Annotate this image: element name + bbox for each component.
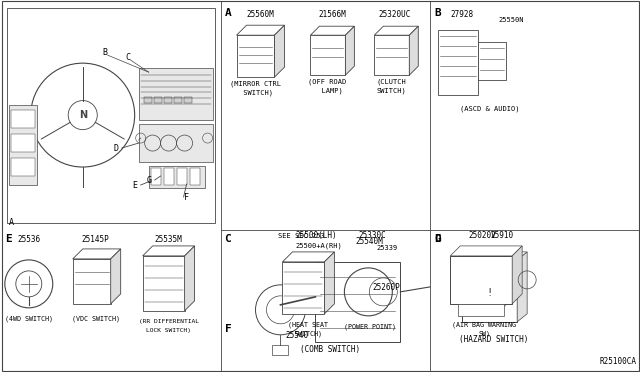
Text: (MIRROR CTRL: (MIRROR CTRL <box>230 80 281 87</box>
Text: D: D <box>435 234 441 244</box>
Polygon shape <box>282 252 335 262</box>
Polygon shape <box>462 252 527 260</box>
Bar <box>11 134 35 152</box>
Text: E: E <box>132 180 137 189</box>
Bar <box>73 259 111 304</box>
Text: 25020V: 25020V <box>468 231 496 240</box>
Polygon shape <box>73 249 121 259</box>
Text: F: F <box>184 193 189 202</box>
Text: (AIR BAG WARNING: (AIR BAG WARNING <box>452 322 516 328</box>
Text: D: D <box>113 144 118 153</box>
Text: LOCK SWITCH): LOCK SWITCH) <box>146 328 191 333</box>
Bar <box>11 158 35 176</box>
Bar <box>462 260 517 322</box>
Bar <box>9 105 36 185</box>
Polygon shape <box>310 26 355 35</box>
Text: (HEAT SEAT: (HEAT SEAT <box>289 322 328 328</box>
Bar <box>374 35 410 75</box>
Text: 25339: 25339 <box>376 245 397 251</box>
Bar <box>164 168 173 185</box>
Bar <box>189 168 200 185</box>
Bar <box>458 304 504 316</box>
Text: 25535M: 25535M <box>155 235 182 244</box>
Polygon shape <box>346 26 355 75</box>
Text: 25145P: 25145P <box>82 235 109 244</box>
Text: G: G <box>435 234 441 244</box>
Bar <box>143 97 152 103</box>
Polygon shape <box>374 26 419 35</box>
Text: E: E <box>5 234 12 244</box>
Text: 25910: 25910 <box>490 231 513 240</box>
Polygon shape <box>275 25 284 77</box>
Polygon shape <box>451 246 522 256</box>
Text: 25320UC: 25320UC <box>378 10 411 19</box>
Text: (VDC SWITCH): (VDC SWITCH) <box>72 316 120 322</box>
Text: R25100CA: R25100CA <box>599 357 636 366</box>
Text: (HAZARD SWITCH): (HAZARD SWITCH) <box>458 335 528 344</box>
Bar <box>139 124 212 162</box>
Polygon shape <box>410 26 419 75</box>
Text: 25560M: 25560M <box>246 10 275 19</box>
Bar <box>282 262 324 314</box>
Text: 21566M: 21566M <box>319 10 346 19</box>
Bar <box>478 42 506 80</box>
Bar <box>184 97 191 103</box>
Text: SW): SW) <box>478 331 490 337</box>
Text: LAMP): LAMP) <box>312 87 342 94</box>
Text: (4WD SWITCH): (4WD SWITCH) <box>5 316 53 322</box>
Text: G: G <box>146 176 151 185</box>
Polygon shape <box>237 25 284 35</box>
Bar <box>273 345 289 355</box>
Text: 25540M: 25540M <box>355 237 383 246</box>
Text: !: ! <box>487 288 492 298</box>
Text: SEE SEC.253: SEE SEC.253 <box>278 233 325 239</box>
Polygon shape <box>324 252 335 314</box>
Text: F: F <box>225 324 231 334</box>
Bar <box>164 97 172 103</box>
Polygon shape <box>184 246 195 311</box>
Bar <box>7 8 214 223</box>
Text: SWITCH): SWITCH) <box>294 331 323 337</box>
Text: 25330C: 25330C <box>358 231 386 240</box>
Bar <box>143 256 184 311</box>
Bar <box>310 35 346 75</box>
Text: (POWER POINT): (POWER POINT) <box>344 324 396 330</box>
Polygon shape <box>517 252 527 322</box>
Text: A: A <box>225 8 231 18</box>
Text: A: A <box>9 218 14 227</box>
Bar <box>150 168 161 185</box>
Text: 25540: 25540 <box>285 331 308 340</box>
Bar <box>316 262 400 342</box>
Text: C: C <box>225 234 231 244</box>
Text: 25550N: 25550N <box>498 17 524 23</box>
Bar <box>11 110 35 128</box>
Bar <box>438 30 478 95</box>
Text: (ASCD & AUDIO): (ASCD & AUDIO) <box>460 105 520 112</box>
Text: B: B <box>435 8 441 18</box>
Text: SWITCH): SWITCH) <box>239 89 273 96</box>
Bar <box>139 68 212 120</box>
Text: C: C <box>125 53 130 62</box>
Bar <box>154 97 162 103</box>
Text: 25536: 25536 <box>17 235 40 244</box>
Bar <box>148 166 205 188</box>
Bar <box>237 35 275 77</box>
Polygon shape <box>111 249 121 304</box>
Text: 25500+A(RH): 25500+A(RH) <box>296 243 342 249</box>
Text: N: N <box>79 110 87 120</box>
Text: B: B <box>102 48 108 57</box>
Text: (RR DIFFERENTIAL: (RR DIFFERENTIAL <box>139 319 198 324</box>
Text: (COMB SWITCH): (COMB SWITCH) <box>300 345 360 354</box>
Text: 27928: 27928 <box>451 10 474 19</box>
Text: (CLUTCH: (CLUTCH <box>376 78 406 85</box>
Polygon shape <box>512 246 522 304</box>
Bar <box>177 168 187 185</box>
Text: (OFF ROAD: (OFF ROAD <box>308 78 346 85</box>
Text: SWITCH): SWITCH) <box>376 87 406 94</box>
Bar <box>173 97 182 103</box>
Text: 25260P: 25260P <box>372 283 400 292</box>
Text: 25500(LH): 25500(LH) <box>296 231 337 240</box>
Polygon shape <box>143 246 195 256</box>
Bar <box>451 256 512 304</box>
